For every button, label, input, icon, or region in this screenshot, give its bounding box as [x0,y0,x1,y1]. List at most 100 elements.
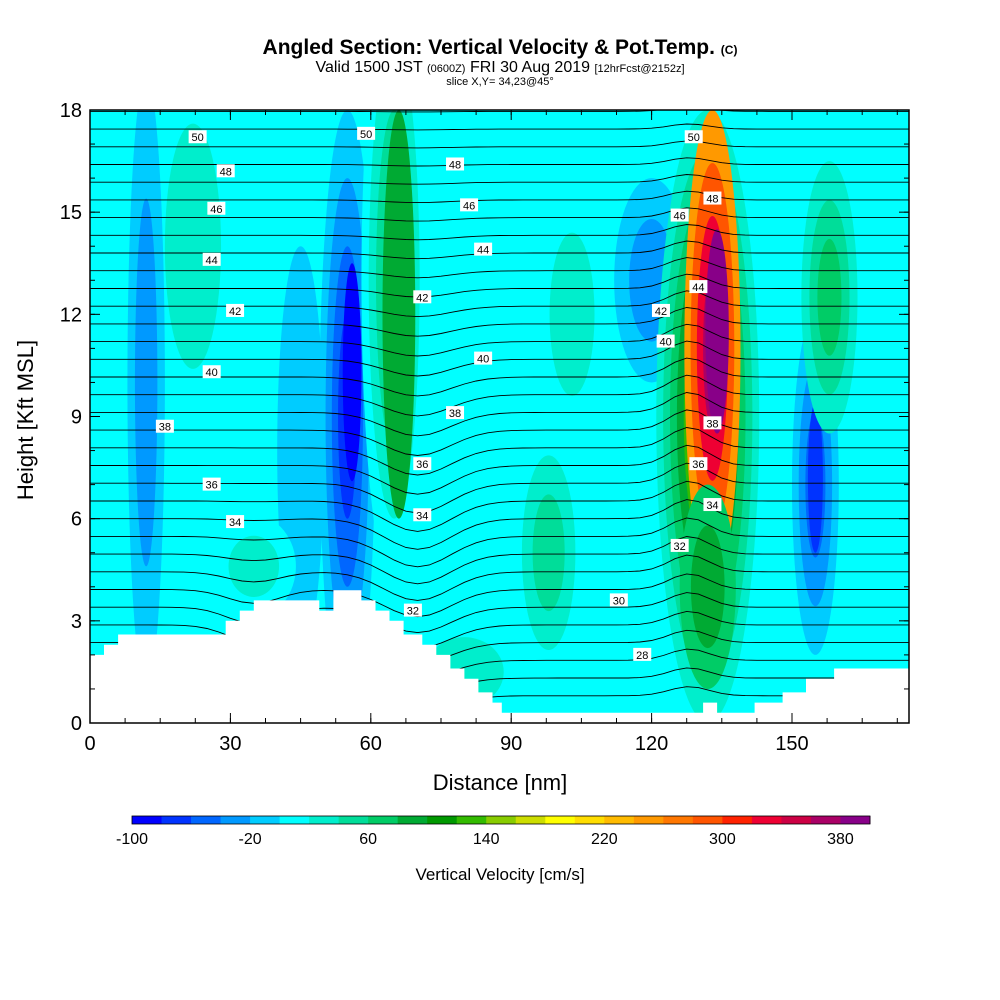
theta-contour-line [90,554,909,601]
contour-label: 36 [689,457,708,471]
colorbar-swatch [368,816,399,824]
velocity-blob [134,198,158,567]
colorbar-swatch [279,816,310,824]
contour-label: 40 [202,365,221,379]
y-tick-label: 15 [60,202,82,224]
contour-labels: 50 50 50 48 48 48 46 46 46 44 44 44 42 42 42 40 40 40 38 38… [155,126,722,662]
valid-time-line: Valid 1500 JST (0600Z) FRI 30 Aug 2019 [… [315,59,685,76]
contour-label: 50 [684,130,703,144]
contour-label-bg [207,201,226,215]
contour-label: 30 [609,593,628,607]
contour-label-text: 48 [449,159,461,171]
contour-label-text: 40 [206,367,218,379]
theta-contour-line [90,190,909,204]
x-tick-label: 120 [635,733,668,755]
colorbar-swatch [515,816,546,824]
theta-contour-line [90,140,909,149]
colorbar-title: Vertical Velocity [cm/s] [415,865,584,884]
velocity-blob [549,232,595,397]
contour-label-text: 28 [636,650,648,662]
theta-contour-line [90,392,909,437]
colorbar-swatch [574,816,605,824]
contour-label-text: 40 [477,354,489,366]
contour-label-bg [689,457,708,471]
contour-label-text: 50 [192,132,204,144]
y-tick-label: 3 [71,611,82,633]
x-tick-label: 150 [775,733,808,755]
contour-label-bg [226,303,245,317]
contour-label-text: 48 [220,166,232,178]
theta-contour-line [90,207,909,222]
colorbar-tick-label: -20 [239,831,262,848]
contour-label: 50 [357,126,376,141]
contour-label: 50 [188,130,207,144]
contour-label: 44 [202,252,221,267]
contour-label-text: 34 [229,517,241,529]
contour-label-text: 34 [416,510,428,522]
theta-contour-line [90,592,909,634]
contour-label: 38 [446,406,465,420]
contour-label-text: 34 [706,500,718,512]
theta-contour-line [90,517,909,568]
y-tick-label: 6 [71,509,82,531]
contour-label-bg [474,242,493,256]
colorbar-swatch [810,816,841,824]
colorbar-swatch [692,816,723,824]
contour-label: 42 [651,303,670,318]
colorbar-tick-label: -100 [116,831,148,848]
colorbar-swatch [191,816,222,824]
contour-label: 46 [460,198,479,212]
contour-label-text: 32 [407,606,419,618]
colorbar-swatch [220,816,251,824]
contour-label-text: 30 [613,595,625,607]
contour-label-text: 42 [655,306,667,318]
y-tick-label: 18 [60,100,82,122]
colorbar-swatch [840,816,871,824]
contour-label: 46 [670,208,689,223]
y-tick-label: 0 [71,713,82,735]
theta-contour-line [90,110,909,113]
contour-label-bg [446,157,465,171]
velocity-fill [127,110,858,723]
theta-contour-line [90,174,909,185]
colorbar-swatch [663,816,694,824]
theta-contour-line [90,340,909,377]
contour-label-bg [202,365,221,379]
colorbar-swatch [751,816,782,824]
contour-label: 48 [446,157,465,171]
velocity-blob [807,402,823,553]
y-axis-label: Height [Kft MSL] [13,340,38,500]
contour-label-text: 46 [210,204,222,216]
contour-label-bg [670,208,689,222]
colorbar-frame [131,815,871,825]
contour-label-bg [689,280,708,294]
contour-label-text: 36 [416,459,428,471]
x-tick-label: 60 [360,733,382,755]
contour-label-bg [413,457,432,471]
contour-label-text: 40 [660,337,672,349]
colorbar-tick-label: 140 [473,831,500,848]
contour-label-text: 38 [449,408,461,420]
colorbar-swatch [338,816,369,824]
contour-label: 38 [155,419,174,434]
contour-label-text: 36 [692,459,704,471]
contour-label: 44 [689,280,708,294]
contour-label: 36 [413,457,432,471]
contour-label: 38 [703,416,722,430]
contour-label-bg [413,508,432,522]
colorbar-swatch [781,816,812,824]
colorbar-swatch [722,816,753,824]
colorbar-tick-label: 60 [359,831,377,848]
contour-label-bg [651,303,670,317]
contour-label-text: 48 [706,194,718,206]
contour-label-text: 50 [688,132,700,144]
y-tick-label: 9 [71,407,82,429]
theta-contour-line [90,323,909,357]
contour-label-bg [703,191,722,205]
contour-label: 28 [633,647,652,662]
theta-contour-line [90,123,909,131]
colorbar-swatch [604,816,635,824]
contour-label-text: 46 [463,200,475,212]
velocity-blob [690,525,725,649]
